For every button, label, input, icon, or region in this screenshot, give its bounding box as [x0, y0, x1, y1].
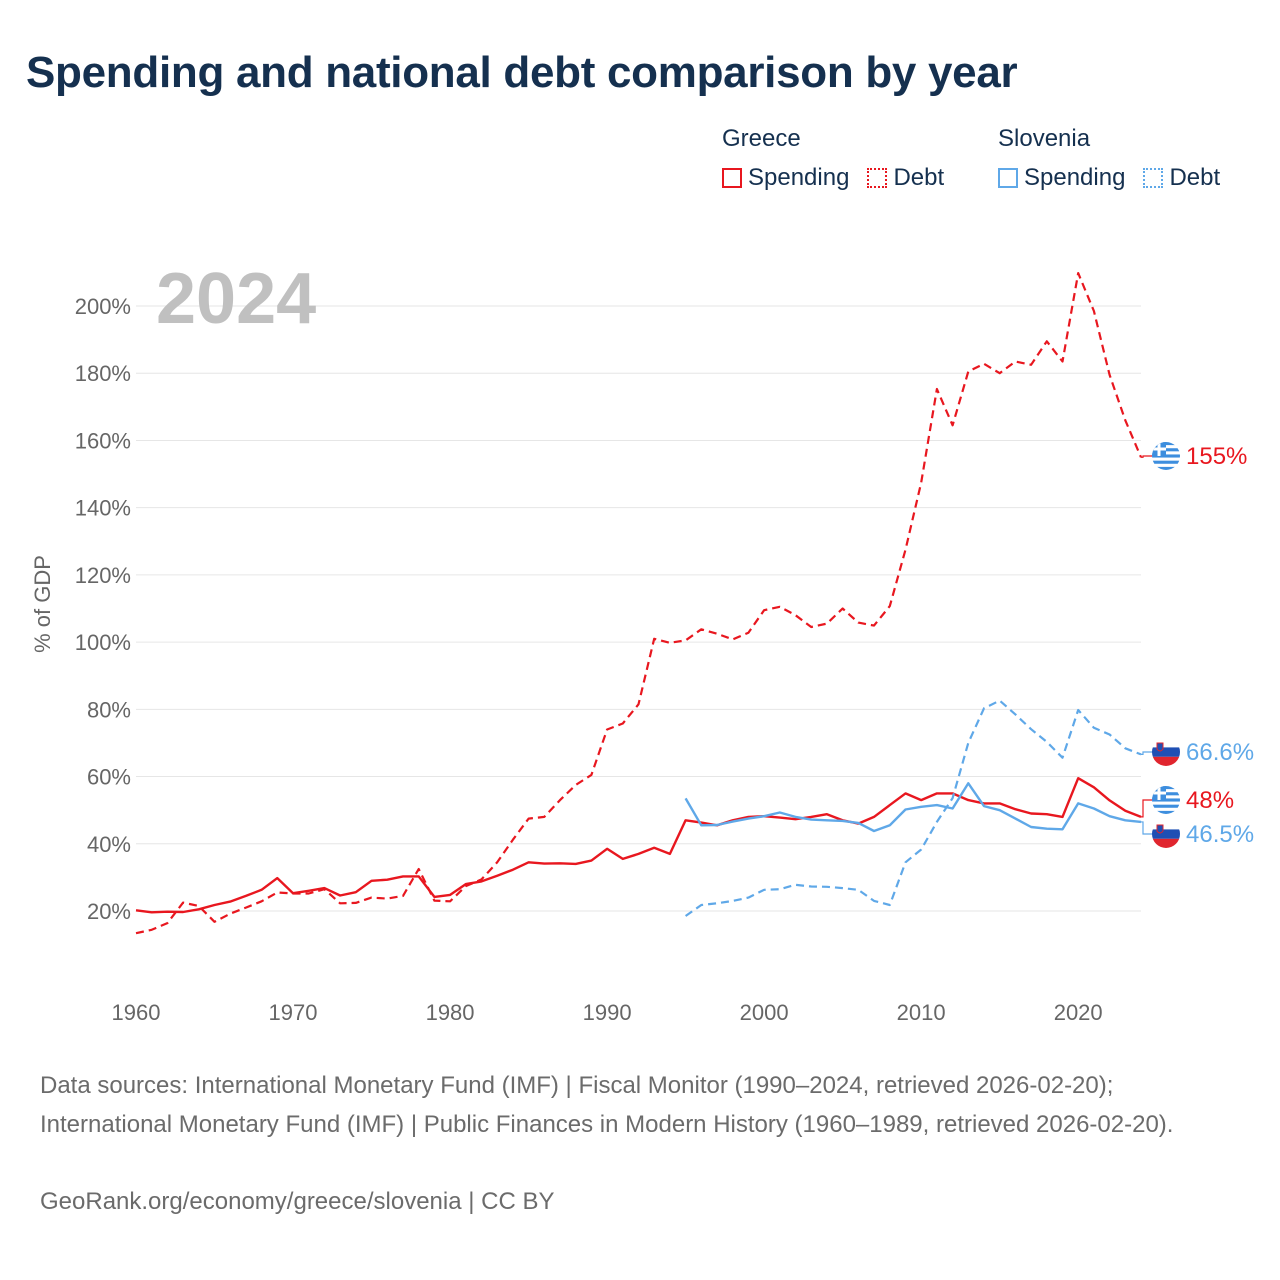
y-axis: 20% 40% 60% 80% 100% 120% 140% 160% 180% 200%: [75, 294, 131, 924]
label-connector: [1141, 799, 1153, 818]
end-value-label: 46.5%: [1186, 821, 1254, 848]
series-lines: [135, 272, 1143, 935]
series-line-greece-spending[interactable]: [135, 777, 1142, 914]
series-line-greece-debt[interactable]: [135, 272, 1143, 935]
y-tick-label: 20%: [87, 899, 131, 924]
credit-link[interactable]: GeoRank.org/economy/greece/slovenia | CC…: [40, 1188, 555, 1215]
legend-greece-spending-label: Spending: [748, 164, 850, 191]
legend-slovenia: Slovenia Spending Debt: [998, 122, 1238, 192]
y-tick-label: 120%: [75, 563, 131, 588]
x-tick-label: 1960: [112, 1000, 161, 1025]
x-tick-label: 2010: [897, 1000, 946, 1025]
label-connector: [1141, 751, 1153, 755]
x-tick-label: 1980: [426, 1000, 475, 1025]
legend-slovenia-debt-label: Debt: [1169, 164, 1221, 191]
y-tick-label: 100%: [75, 630, 131, 655]
series-line-slovenia-debt[interactable]: [684, 699, 1142, 917]
legend-slovenia-title: Slovenia: [998, 125, 1091, 152]
slovenia-flag-icon: [1152, 820, 1180, 848]
year-watermark: 2024: [156, 259, 316, 339]
y-tick-label: 140%: [75, 496, 131, 521]
x-tick-label: 1990: [583, 1000, 632, 1025]
legend-slovenia-debt[interactable]: Debt: [1143, 164, 1220, 192]
end-label-greece-spending: 48%: [1141, 786, 1234, 818]
end-value-label: 66.6%: [1186, 739, 1254, 766]
legend-greece-debt[interactable]: Debt: [867, 164, 944, 192]
chart-area: 2024 20% 40% 60% 80% 100% 120% 140% 160% 180% 200…: [30, 259, 1254, 1025]
legend-greece: Greece Spending Debt: [722, 122, 962, 192]
grid: [136, 305, 1141, 912]
end-label-greece-debt: 155%: [1141, 442, 1247, 470]
slovenia-flag-icon: [1152, 738, 1180, 766]
end-value-label: 155%: [1186, 443, 1247, 470]
y-tick-label: 80%: [87, 697, 131, 722]
legend-swatch-solid-icon: [998, 168, 1018, 188]
chart-title: Spending and national debt comparison by…: [26, 48, 1018, 97]
data-sources: Data sources: International Monetary Fun…: [40, 1072, 1174, 1138]
y-tick-label: 200%: [75, 294, 131, 319]
y-tick-label: 40%: [87, 832, 131, 857]
label-connector: [1141, 821, 1153, 835]
legend-slovenia-spending[interactable]: Spending: [998, 164, 1125, 192]
greece-flag-icon: [1152, 786, 1180, 814]
end-label-slovenia-debt: 66.6%: [1141, 738, 1254, 766]
end-labels: 48% 155% 46.5% 66.6%: [1141, 442, 1254, 848]
x-tick-label: 2020: [1054, 1000, 1103, 1025]
series-line-slovenia-spending[interactable]: [684, 782, 1142, 833]
x-axis: 1960 1970 1980 1990 2000 2010 2020: [112, 1000, 1103, 1025]
y-tick-label: 180%: [75, 361, 131, 386]
greece-flag-icon: [1152, 442, 1180, 470]
legend-swatch-solid-icon: [722, 168, 742, 188]
y-tick-label: 160%: [75, 428, 131, 453]
legend-greece-debt-label: Debt: [893, 164, 945, 191]
x-tick-label: 1970: [269, 1000, 318, 1025]
legend-slovenia-spending-label: Spending: [1024, 164, 1126, 191]
label-connector: [1141, 455, 1153, 458]
legend-swatch-dotted-icon: [867, 168, 888, 188]
end-value-label: 48%: [1186, 787, 1234, 814]
legend-greece-title: Greece: [722, 125, 801, 152]
legend-greece-spending[interactable]: Spending: [722, 164, 849, 192]
y-tick-label: 60%: [87, 765, 131, 790]
x-tick-label: 2000: [740, 1000, 789, 1025]
y-axis-label: % of GDP: [30, 555, 55, 653]
legend-swatch-dotted-icon: [1143, 168, 1164, 188]
end-label-slovenia-spending: 46.5%: [1141, 820, 1254, 848]
